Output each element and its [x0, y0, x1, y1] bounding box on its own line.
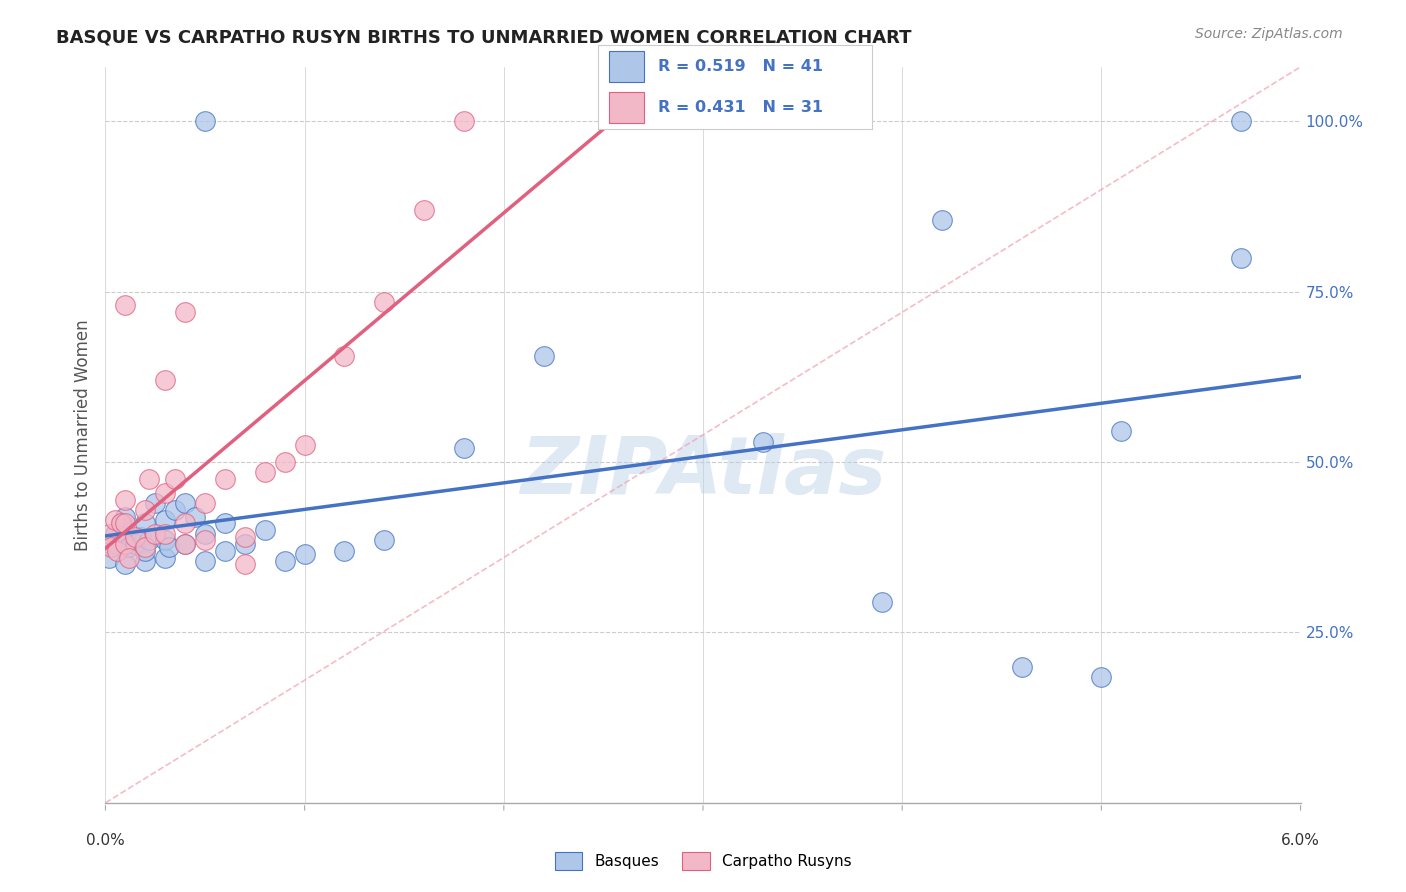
- Y-axis label: Births to Unmarried Women: Births to Unmarried Women: [73, 319, 91, 550]
- Point: [194, 533, 217, 548]
- Point: [124, 537, 146, 551]
- Point: [751, 434, 773, 449]
- Point: [373, 295, 395, 310]
- Point: [143, 496, 166, 510]
- Point: [138, 533, 160, 548]
- Point: [294, 438, 316, 452]
- Point: [153, 373, 177, 387]
- Point: [104, 513, 127, 527]
- Point: [931, 213, 953, 227]
- Point: [253, 523, 276, 537]
- Point: [165, 503, 187, 517]
- Point: [114, 298, 136, 312]
- Point: [153, 513, 177, 527]
- Text: 0.0%: 0.0%: [86, 833, 125, 847]
- Point: [134, 503, 156, 517]
- Point: [134, 516, 156, 531]
- Bar: [609, 52, 644, 82]
- Point: [453, 442, 475, 456]
- Bar: [609, 92, 644, 122]
- Point: [194, 496, 217, 510]
- Point: [110, 516, 132, 531]
- Point: [253, 466, 276, 480]
- Point: [153, 526, 177, 541]
- Point: [100, 541, 122, 555]
- Point: [373, 533, 395, 548]
- Point: [114, 509, 136, 524]
- Point: [1011, 659, 1033, 673]
- Point: [174, 537, 197, 551]
- Point: [194, 526, 217, 541]
- Point: [114, 537, 136, 551]
- Point: [107, 543, 129, 558]
- Point: [174, 496, 197, 510]
- Point: [1090, 670, 1112, 684]
- Point: [143, 526, 166, 541]
- Point: [100, 537, 122, 551]
- Point: [273, 455, 295, 469]
- Point: [174, 305, 197, 319]
- Point: [184, 509, 207, 524]
- Point: [294, 547, 316, 561]
- Point: [153, 533, 177, 548]
- Point: [1111, 425, 1133, 439]
- Point: [98, 550, 121, 565]
- Text: Source: ZipAtlas.com: Source: ZipAtlas.com: [1195, 27, 1343, 41]
- Point: [872, 595, 894, 609]
- Point: [104, 526, 127, 541]
- Point: [165, 472, 187, 486]
- Point: [194, 554, 217, 568]
- Point: [114, 492, 136, 507]
- Text: ZIPAtlas: ZIPAtlas: [520, 433, 886, 510]
- Point: [118, 541, 141, 555]
- Point: [124, 530, 146, 544]
- Point: [533, 350, 555, 364]
- Text: R = 0.431   N = 31: R = 0.431 N = 31: [658, 100, 823, 115]
- Point: [214, 543, 236, 558]
- Point: [134, 541, 156, 555]
- Point: [134, 543, 156, 558]
- Point: [153, 485, 177, 500]
- Point: [114, 516, 136, 531]
- Point: [138, 472, 160, 486]
- Point: [1229, 114, 1253, 128]
- Point: [194, 114, 217, 128]
- Point: [214, 472, 236, 486]
- Point: [153, 550, 177, 565]
- Point: [114, 558, 136, 572]
- Point: [174, 537, 197, 551]
- Point: [118, 550, 141, 565]
- Legend: Basques, Carpatho Rusyns: Basques, Carpatho Rusyns: [548, 847, 858, 876]
- Point: [174, 516, 197, 531]
- Point: [134, 554, 156, 568]
- Point: [98, 526, 121, 541]
- Point: [333, 350, 356, 364]
- Point: [114, 526, 136, 541]
- Point: [107, 537, 129, 551]
- Point: [233, 558, 256, 572]
- Point: [129, 530, 153, 544]
- Point: [273, 554, 295, 568]
- Point: [233, 530, 256, 544]
- Point: [413, 202, 436, 217]
- Point: [157, 541, 180, 555]
- Point: [1229, 251, 1253, 265]
- Text: R = 0.519   N = 41: R = 0.519 N = 41: [658, 59, 823, 74]
- Point: [333, 543, 356, 558]
- Point: [233, 537, 256, 551]
- Point: [214, 516, 236, 531]
- Point: [453, 114, 475, 128]
- Point: [110, 516, 132, 531]
- Text: BASQUE VS CARPATHO RUSYN BIRTHS TO UNMARRIED WOMEN CORRELATION CHART: BASQUE VS CARPATHO RUSYN BIRTHS TO UNMAR…: [56, 29, 911, 46]
- Text: 6.0%: 6.0%: [1281, 833, 1320, 847]
